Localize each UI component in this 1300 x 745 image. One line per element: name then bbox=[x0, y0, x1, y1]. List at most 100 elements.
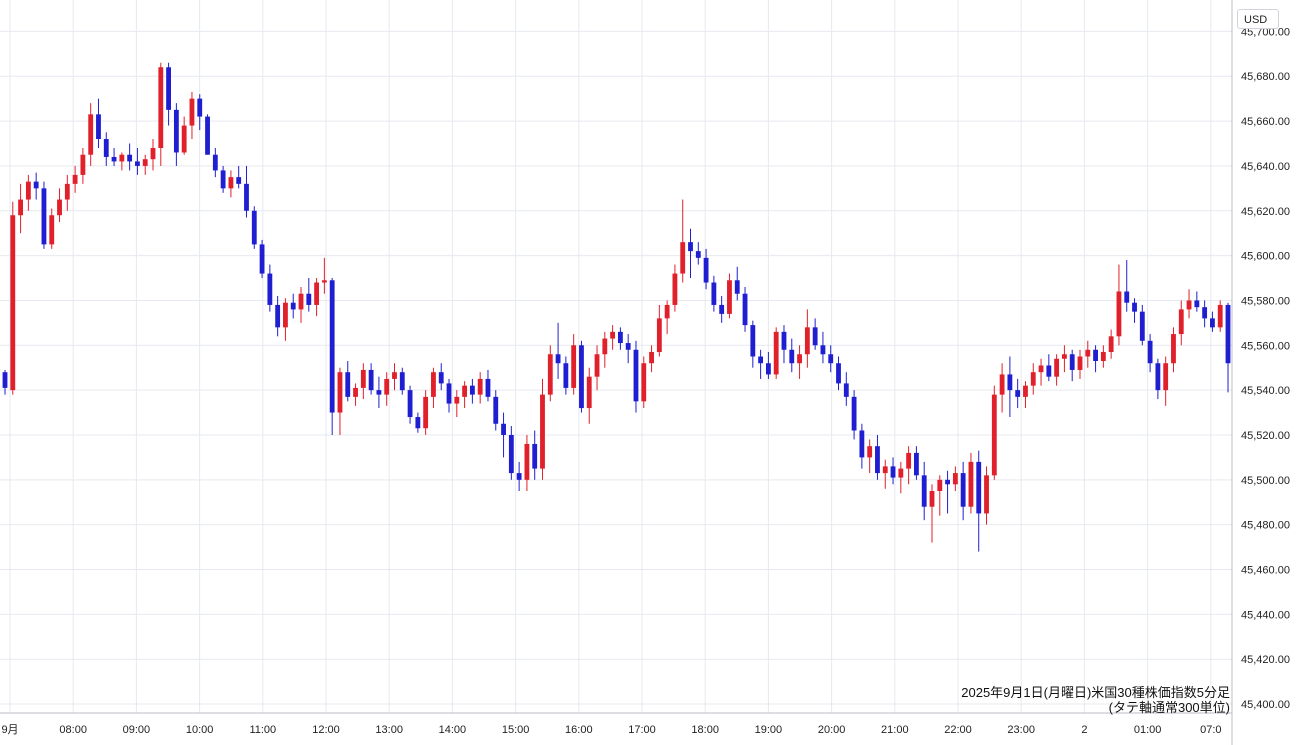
candle-body bbox=[602, 338, 608, 355]
candle bbox=[727, 273, 732, 319]
candle-body bbox=[1210, 318, 1215, 328]
currency-label[interactable]: USD bbox=[1237, 9, 1279, 29]
candle-body bbox=[851, 396, 857, 431]
candle-body bbox=[72, 174, 78, 184]
candle-body bbox=[244, 183, 249, 211]
candle-body bbox=[1085, 349, 1091, 357]
candle-body bbox=[641, 363, 647, 402]
candle bbox=[384, 372, 390, 406]
candle bbox=[789, 338, 795, 373]
candle-body bbox=[1225, 304, 1231, 364]
candle-body bbox=[228, 177, 234, 189]
candle bbox=[711, 275, 717, 312]
candle-body bbox=[765, 363, 771, 375]
candle bbox=[1038, 358, 1044, 386]
candle-body bbox=[376, 390, 382, 395]
candle-body bbox=[1186, 300, 1192, 310]
candle bbox=[945, 470, 950, 514]
price-axis[interactable]: 45,700.00 45,680.00 45,660.00 45,640.00 45,6… bbox=[1241, 26, 1290, 711]
candle bbox=[851, 390, 857, 440]
candle bbox=[392, 363, 397, 391]
candle-body bbox=[298, 293, 304, 310]
candle bbox=[773, 327, 779, 379]
candle-body bbox=[1030, 372, 1036, 386]
time-axis[interactable]: 9月 08:00 09:00 10:00 11:00 12:00 13:00 14:00 15:… bbox=[1, 724, 1221, 736]
candle bbox=[563, 356, 569, 395]
candle-body bbox=[267, 273, 273, 305]
candle-body bbox=[415, 417, 421, 429]
candle-body bbox=[664, 304, 670, 319]
candle-body bbox=[617, 331, 623, 344]
candle bbox=[1210, 311, 1215, 332]
candle bbox=[345, 360, 351, 402]
candle bbox=[1054, 354, 1060, 386]
candle bbox=[189, 91, 195, 140]
candle-body bbox=[438, 372, 444, 384]
candle-body bbox=[773, 331, 779, 375]
candle-body bbox=[1116, 291, 1122, 337]
y-tick-label: 45,400.00 bbox=[1241, 699, 1290, 711]
candle-body bbox=[197, 98, 203, 117]
candle bbox=[1093, 345, 1098, 373]
candle bbox=[10, 201, 16, 395]
candle bbox=[49, 208, 55, 249]
candle-body bbox=[968, 461, 974, 507]
candle bbox=[283, 298, 288, 341]
x-tick-label: 07:0 bbox=[1200, 724, 1221, 736]
candle bbox=[135, 147, 140, 175]
candle bbox=[1085, 340, 1091, 368]
x-tick-label: 09:00 bbox=[123, 724, 151, 736]
candle-body bbox=[898, 468, 904, 478]
candle-body bbox=[999, 374, 1005, 395]
y-tick-label: 45,460.00 bbox=[1241, 565, 1290, 577]
candle-body bbox=[875, 446, 880, 474]
x-tick-label: 9月 bbox=[1, 724, 18, 736]
x-tick-label: 2 bbox=[1081, 724, 1087, 736]
candle-body bbox=[1171, 334, 1176, 364]
candle bbox=[181, 116, 187, 155]
candle-body bbox=[275, 304, 281, 328]
x-tick-label: 14:00 bbox=[439, 724, 467, 736]
candle bbox=[64, 174, 70, 211]
candle bbox=[228, 170, 234, 198]
candle-body bbox=[329, 280, 335, 413]
candle-body bbox=[727, 280, 732, 314]
candle bbox=[820, 331, 826, 364]
candle bbox=[991, 385, 997, 480]
candle-body bbox=[882, 466, 888, 474]
y-tick-label: 45,660.00 bbox=[1241, 116, 1290, 128]
candle-body bbox=[1015, 390, 1021, 397]
candle-body bbox=[1132, 302, 1137, 312]
candle bbox=[462, 381, 468, 409]
candle bbox=[18, 183, 23, 234]
candle-body bbox=[952, 473, 958, 485]
candle-body bbox=[547, 354, 553, 395]
candle-body bbox=[64, 183, 70, 200]
candle bbox=[672, 264, 678, 312]
candle bbox=[649, 345, 654, 373]
candle-body bbox=[1023, 385, 1028, 397]
candle-body bbox=[10, 215, 16, 391]
candle bbox=[1139, 304, 1145, 346]
y-tick-label: 45,420.00 bbox=[1241, 654, 1290, 666]
candle bbox=[399, 367, 405, 395]
candle bbox=[1023, 381, 1028, 409]
candle bbox=[555, 322, 561, 379]
candle bbox=[57, 188, 62, 222]
candle-body bbox=[1124, 291, 1130, 303]
candle bbox=[88, 103, 94, 166]
candle-body bbox=[166, 67, 172, 110]
candle bbox=[602, 331, 608, 368]
candle-body bbox=[158, 67, 164, 148]
candle bbox=[446, 378, 452, 413]
candle-body bbox=[656, 318, 662, 353]
candle-body bbox=[524, 443, 530, 480]
candle bbox=[275, 295, 281, 337]
candle-body bbox=[781, 331, 787, 350]
candle-body bbox=[906, 452, 912, 469]
grid-lines bbox=[0, 0, 1232, 713]
y-tick-label: 45,700.00 bbox=[1241, 26, 1290, 38]
candle bbox=[1178, 300, 1184, 346]
candle-body bbox=[594, 354, 600, 377]
